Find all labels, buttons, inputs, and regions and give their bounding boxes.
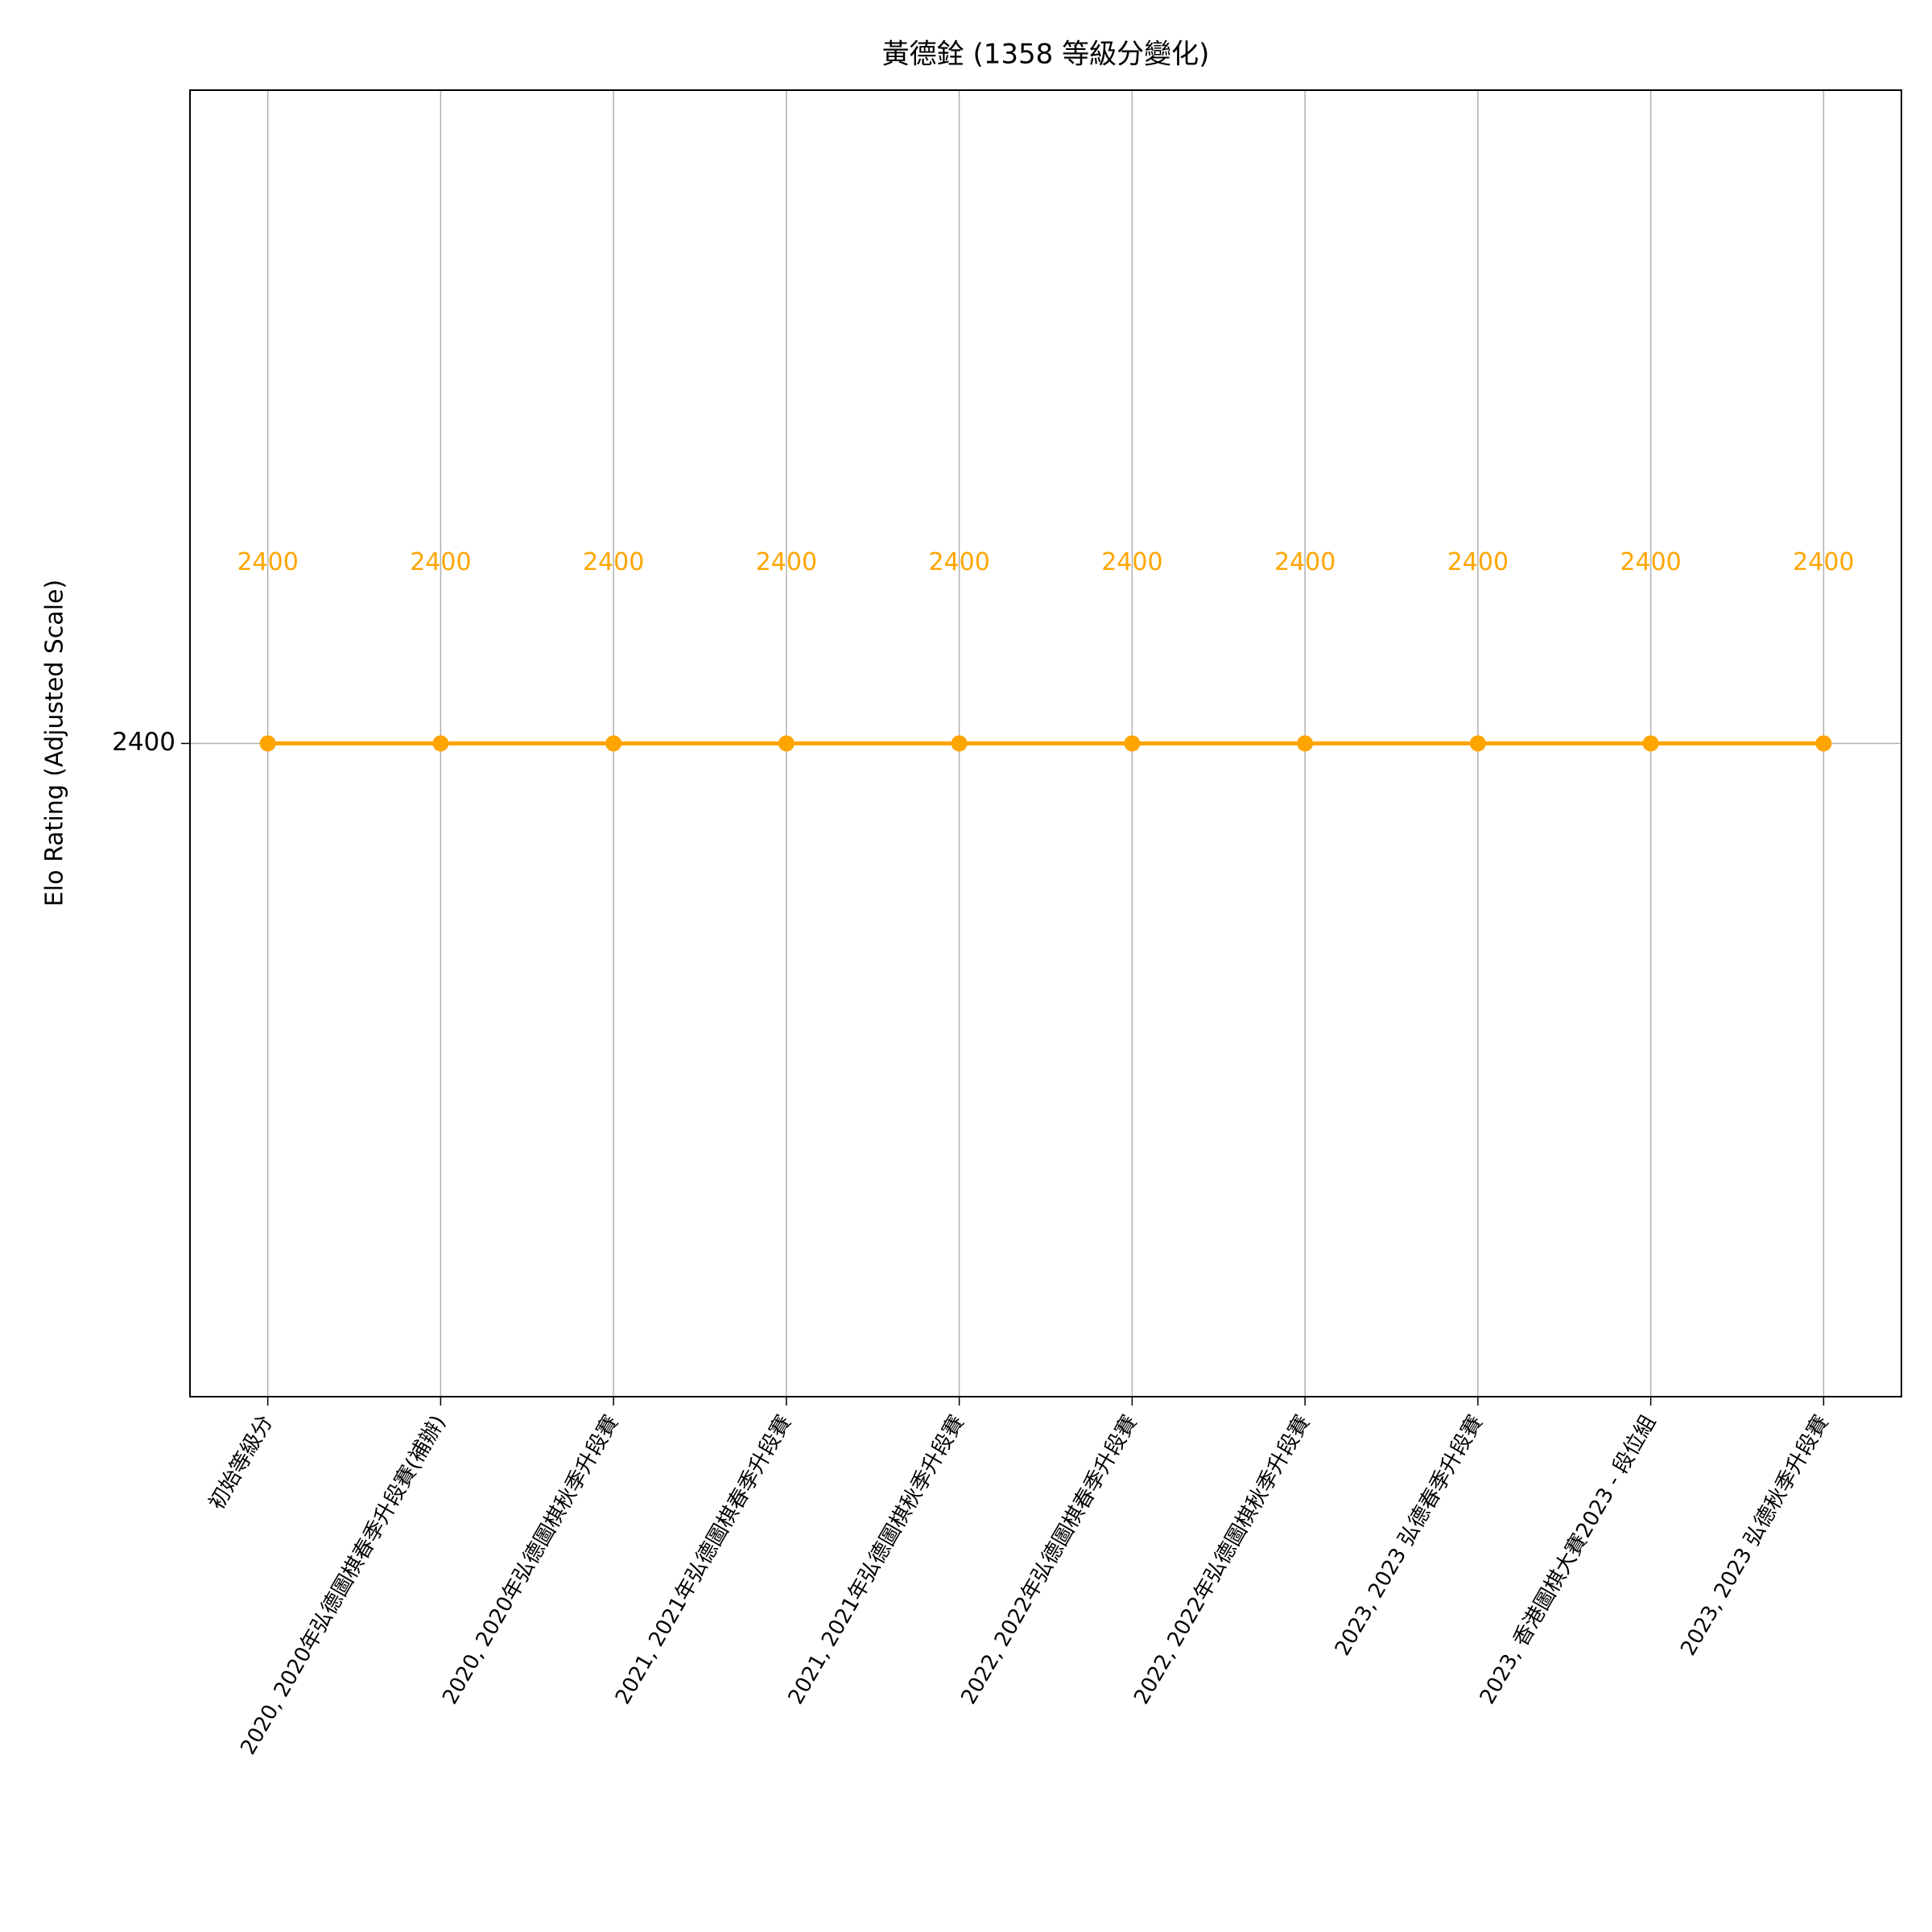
marker — [1297, 735, 1314, 752]
x-tick-label: 2021, 2021年弘德圖棋春季升段賽 — [611, 1411, 796, 1708]
marker — [605, 735, 622, 752]
marker — [259, 735, 276, 752]
x-tick-label: 2020, 2020年弘德圖棋秋季升段賽 — [438, 1411, 623, 1708]
data-label: 2400 — [756, 548, 817, 576]
y-tick-label: 2400 — [112, 728, 175, 757]
data-label: 2400 — [1447, 548, 1509, 576]
x-tick-label: 2022, 2022年弘德圖棋春季升段賽 — [957, 1411, 1142, 1708]
x-tick-label: 2023, 香港圖棋大賽2023 - 段位組 — [1476, 1411, 1661, 1708]
marker — [778, 735, 795, 752]
x-tick-label: 2020, 2020年弘德圖棋春季升段賽(補辦) — [236, 1411, 451, 1759]
data-label: 2400 — [928, 548, 989, 576]
x-tick-label: 初始等級分 — [204, 1411, 278, 1514]
data-label: 2400 — [1101, 548, 1162, 576]
marker — [1815, 735, 1832, 752]
data-label: 2400 — [1620, 548, 1681, 576]
data-label: 2400 — [237, 548, 298, 576]
y-axis-label: Elo Rating (Adjusted Scale) — [41, 580, 69, 906]
data-label: 2400 — [410, 548, 471, 576]
data-label: 2400 — [1793, 548, 1854, 576]
x-tick-label: 2022, 2022年弘德圖棋秋季升段賽 — [1129, 1411, 1315, 1708]
marker — [1469, 735, 1486, 752]
x-tick-label: 2023, 2023 弘德秋季升段賽 — [1676, 1411, 1834, 1660]
data-label: 2400 — [1274, 548, 1335, 576]
marker — [1642, 735, 1659, 752]
plot-frame — [189, 89, 1902, 1397]
chart-title: 黃德銓 (1358 等級分變化) — [882, 39, 1210, 71]
marker — [432, 735, 449, 752]
marker — [951, 735, 968, 752]
x-tick-label: 2023, 2023 弘德春季升段賽 — [1331, 1411, 1488, 1660]
data-label: 2400 — [583, 548, 644, 576]
x-tick-label: 2021, 2021年弘德圖棋秋季升段賽 — [784, 1411, 969, 1708]
marker — [1124, 735, 1141, 752]
